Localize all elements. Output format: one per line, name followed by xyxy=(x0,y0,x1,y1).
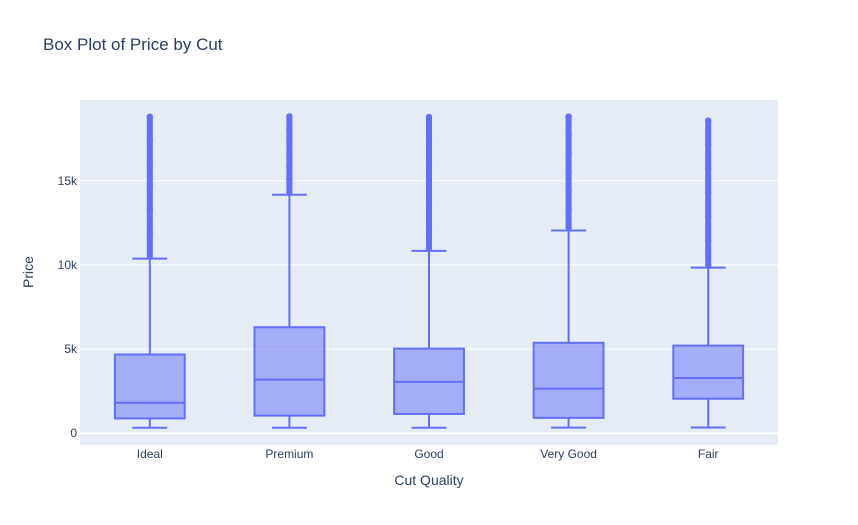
y-tick-label: 10k xyxy=(58,258,78,272)
box-iqr xyxy=(672,344,745,400)
x-tick-label: Very Good xyxy=(540,447,597,461)
outlier-point xyxy=(425,201,433,208)
outlier-point xyxy=(565,131,572,139)
outlier-point xyxy=(705,165,712,172)
box-series xyxy=(113,113,745,429)
outlier-point xyxy=(146,182,153,190)
outlier-point xyxy=(565,224,572,231)
outlier-point xyxy=(705,213,712,220)
outlier-point xyxy=(705,141,712,148)
box-iqr xyxy=(532,341,605,419)
outlier-point xyxy=(286,125,293,133)
outlier-point xyxy=(425,157,433,164)
chart-title: Box Plot of Price by Cut xyxy=(43,35,223,54)
outlier-point xyxy=(705,117,712,124)
outlier-point xyxy=(425,135,433,143)
outlier-point xyxy=(565,187,572,194)
outlier-point xyxy=(705,261,712,268)
outlier-point xyxy=(425,113,433,121)
outlier-point xyxy=(146,229,153,236)
y-axis-title: Price xyxy=(20,256,36,288)
x-axis-title: Cut Quality xyxy=(394,472,463,488)
outlier-point xyxy=(425,222,433,230)
x-tick-label: Good xyxy=(414,447,443,461)
y-tick-label: 5k xyxy=(64,342,78,356)
box-very-good xyxy=(532,113,605,429)
outlier-point xyxy=(286,188,293,195)
box-fair xyxy=(672,117,745,429)
outlier-point xyxy=(565,168,572,176)
y-tick-label: 15k xyxy=(58,174,78,188)
outlier-point xyxy=(146,252,153,259)
y-axis-ticks: 0 5k 10k 15k xyxy=(58,174,78,440)
box-iqr xyxy=(253,326,326,417)
outlier-point xyxy=(146,206,153,213)
outlier-point xyxy=(565,113,572,120)
outlier-point xyxy=(286,113,293,120)
box-iqr xyxy=(113,353,186,420)
outlier-point xyxy=(286,176,293,183)
x-tick-label: Fair xyxy=(698,447,719,461)
x-tick-label: Ideal xyxy=(137,447,163,461)
outlier-point xyxy=(565,205,572,213)
outlier-point xyxy=(286,163,293,170)
box-premium xyxy=(253,113,326,429)
outlier-point xyxy=(705,189,712,196)
outlier-point xyxy=(705,237,712,244)
outlier-point xyxy=(146,136,153,144)
outlier-point xyxy=(146,159,153,167)
outlier-point xyxy=(146,113,153,120)
outlier-point xyxy=(286,138,293,145)
outlier-point xyxy=(286,150,293,158)
x-tick-label: Premium xyxy=(265,447,313,461)
outlier-point xyxy=(425,179,433,186)
box-good xyxy=(393,113,465,429)
x-axis-ticks: Ideal Premium Good Very Good Fair xyxy=(137,447,719,461)
box-ideal xyxy=(113,113,186,429)
outlier-point xyxy=(425,244,433,252)
y-tick-label: 0 xyxy=(70,426,77,440)
outlier-point xyxy=(565,150,572,157)
